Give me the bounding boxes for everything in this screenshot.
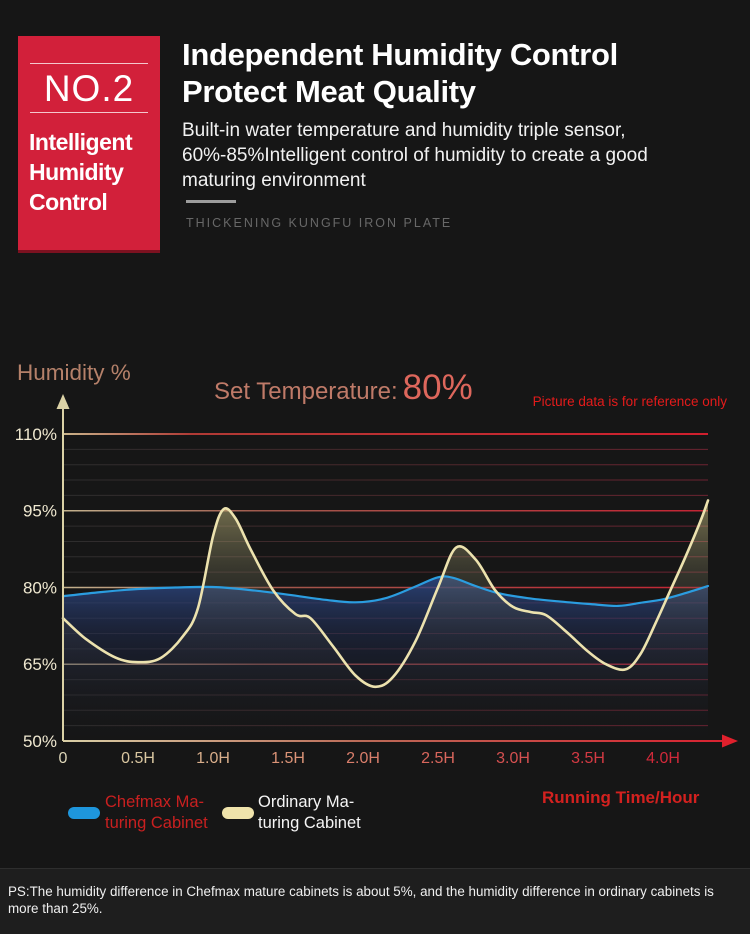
- x-tick-label: 4.0H: [646, 750, 680, 767]
- page-description: Built-in water temperature and humidity …: [182, 120, 648, 191]
- legend-label-chefmax: Chefmax Ma- turing Cabinet: [105, 793, 208, 833]
- y-axis-arrow: [56, 394, 70, 409]
- badge-number: NO.2: [43, 68, 135, 109]
- badge-title: Intelligent Humidity Control: [29, 129, 133, 215]
- series-layer: [61, 499, 710, 741]
- tick-layer: 110% 95% 80% 65% 50%0 0.5H 1.0H 1.5H 2.0H 2.5H 3.0…: [15, 425, 680, 767]
- x-tick-label: 1.0H: [196, 750, 230, 767]
- badge-rule-bottom: [30, 112, 148, 113]
- x-tick-label: 3.0H: [496, 750, 530, 767]
- set-temperature-value: 80%: [402, 368, 473, 407]
- y-axis-title: Humidity %: [17, 360, 131, 385]
- number-badge: NO.2 Intelligent Humidity Control: [18, 36, 160, 253]
- x-tick-label: 2.0H: [346, 750, 380, 767]
- legend-swatch-chefmax: [68, 807, 100, 819]
- y-tick-label: 110%: [15, 425, 57, 444]
- axis-layer: [56, 394, 738, 748]
- y-tick-label: 50%: [23, 732, 57, 751]
- divider: [186, 200, 236, 203]
- legend-label-ordinary: Ordinary Ma- turing Cabinet: [258, 793, 361, 833]
- series-area-ordinary: [63, 500, 708, 741]
- x-axis-arrow: [722, 734, 738, 748]
- footer-note: PS:The humidity difference in Chefmax ma…: [8, 884, 714, 917]
- badge-rule-top: [30, 63, 148, 64]
- x-tick-label: 3.5H: [571, 750, 605, 767]
- disclaimer-text: Picture data is for reference only: [532, 394, 727, 409]
- x-tick-label: 0: [59, 750, 68, 767]
- page-title: Independent Humidity Control Protect Mea…: [182, 37, 618, 110]
- y-tick-label: 95%: [23, 502, 57, 521]
- footer: PS:The humidity difference in Chefmax ma…: [0, 868, 750, 934]
- x-tick-label: 1.5H: [271, 750, 305, 767]
- y-tick-label: 65%: [23, 655, 57, 674]
- humidity-line-chart: 110% 95% 80% 65% 50%0 0.5H 1.0H 1.5H 2.0H 2.5H 3.0…: [15, 394, 738, 767]
- x-tick-label: 2.5H: [421, 750, 455, 767]
- x-axis-title: Running Time/Hour: [542, 788, 700, 807]
- set-temperature-label: Set Temperature:: [214, 378, 398, 405]
- legend-swatch-ordinary: [222, 807, 254, 819]
- y-tick-label: 80%: [23, 578, 57, 597]
- x-tick-label: 0.5H: [121, 750, 155, 767]
- watermark-text: THICKENING KUNGFU IRON PLATE: [186, 216, 453, 230]
- series-line-ordinary: [61, 499, 710, 689]
- set-temperature: Set Temperature: 80%: [214, 368, 473, 408]
